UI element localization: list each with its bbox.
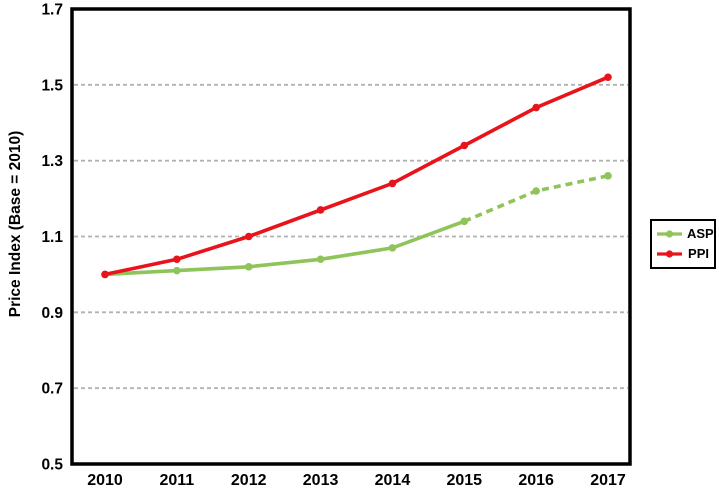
asp-marker <box>173 266 181 275</box>
asp-marker <box>244 263 253 271</box>
ppi-marker <box>173 255 181 264</box>
ppi-marker <box>532 103 540 112</box>
x-tick-label: 2013 <box>303 472 339 489</box>
y-tick-label: 1.3 <box>41 153 63 170</box>
y-tick-label: 1.5 <box>41 77 63 94</box>
legend-item-ppi: PPI <box>657 246 709 262</box>
asp-marker <box>532 187 540 195</box>
y-tick-label: 0.9 <box>41 305 63 322</box>
ppi-line-swatch-icon <box>657 250 682 258</box>
y-axis-title: Price Index (Base = 2010) <box>7 131 24 318</box>
x-tick-label: 2011 <box>159 472 194 489</box>
y-tick-label: 0.7 <box>41 381 63 398</box>
ppi-line <box>103 75 610 277</box>
legend-item-asp: ASP <box>657 226 714 242</box>
ppi-marker <box>316 206 325 214</box>
asp-line-dashed <box>463 174 609 223</box>
ppi-marker <box>604 73 612 82</box>
asp-marker <box>388 244 397 252</box>
y-tick-label: 1.1 <box>41 229 63 246</box>
ppi-marker <box>460 141 469 150</box>
x-tick-label: 2015 <box>446 472 482 489</box>
asp-marker <box>316 255 325 264</box>
asp-line-swatch-icon <box>657 230 682 238</box>
x-tick-label: 2016 <box>518 472 554 489</box>
x-tick-label: 2014 <box>375 472 411 489</box>
ppi-marker <box>388 179 397 188</box>
x-tick-label: 2010 <box>87 472 123 489</box>
x-tick-label: 2012 <box>231 472 267 489</box>
plot-border <box>70 7 632 466</box>
legend: ASP PPI <box>650 219 716 269</box>
y-tick-label: 0.5 <box>41 457 63 474</box>
asp-line-solid <box>103 219 467 277</box>
asp-marker <box>604 172 612 180</box>
asp-marker <box>460 217 469 226</box>
ppi-marker <box>244 232 253 241</box>
y-tick-label: 1.7 <box>41 2 63 19</box>
legend-label-asp: ASP <box>687 226 714 241</box>
ppi-marker <box>101 270 109 279</box>
legend-label-ppi: PPI <box>688 246 709 261</box>
x-tick-label: 2017 <box>590 472 626 489</box>
